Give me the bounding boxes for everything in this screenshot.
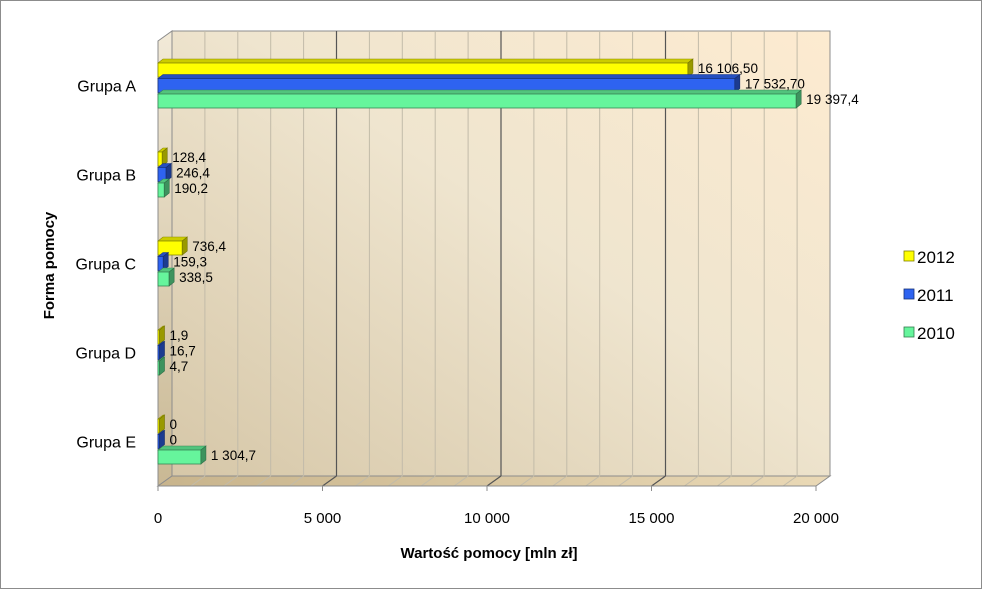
data-label: 1,9 (170, 328, 189, 343)
bar (157, 182, 165, 198)
data-label: 17 532,70 (745, 77, 805, 92)
bar-end-face (687, 58, 694, 78)
bar-top-face (157, 89, 803, 95)
floor-gridline (453, 475, 469, 487)
bar-end-face (159, 340, 165, 361)
legend-swatch (903, 288, 915, 300)
data-label: 19 397,4 (806, 92, 859, 107)
bar-end-face (165, 162, 172, 183)
floor-gridline (782, 475, 798, 487)
bar-end-face (168, 267, 175, 287)
bar-end-face (734, 73, 741, 94)
legend-label: 2010 (917, 324, 955, 343)
bar-end-face (159, 429, 165, 450)
data-label: 4,7 (170, 359, 189, 374)
x-tick-label: 20 000 (793, 510, 839, 527)
data-label: 159,3 (173, 255, 207, 270)
bar-top-face (157, 74, 741, 79)
floor-gridline (519, 475, 535, 487)
data-label: 0 (170, 417, 178, 432)
floor-gridline (552, 475, 568, 487)
y-axis-title: Forma pomocy (41, 211, 58, 319)
floor-gridline (322, 475, 337, 487)
bar-end-face (159, 414, 165, 434)
floor-gridline (684, 475, 699, 487)
bar-top-face (157, 58, 694, 64)
floor-gridline (355, 475, 370, 487)
legend-label: 2012 (917, 248, 955, 267)
x-tick-label: 15 000 (629, 510, 675, 527)
floor-gridline (749, 475, 765, 487)
bar (157, 240, 183, 256)
data-label: 16 106,50 (698, 61, 758, 76)
floor-gridline (289, 475, 304, 487)
bar-end-face (159, 325, 165, 345)
bar-end-face (795, 89, 802, 109)
data-label: 16,7 (170, 344, 196, 359)
bar (157, 449, 202, 465)
data-label: 0 (170, 433, 178, 448)
floor-gridline (388, 475, 403, 487)
data-label: 128,4 (172, 150, 206, 165)
bar-top-face (157, 445, 207, 451)
legend-swatch (903, 326, 915, 338)
floor-gridline (717, 475, 732, 487)
bar-end-face (200, 445, 207, 465)
category-label: Grupa B (76, 168, 136, 185)
data-label: 190,2 (174, 181, 208, 196)
bar-end-face (181, 236, 188, 256)
floor-gridline (618, 475, 633, 487)
floor-gridline (256, 475, 271, 487)
category-label: Grupa A (77, 79, 136, 96)
floor-gridline (486, 475, 502, 487)
bar-end-face (163, 178, 170, 198)
x-tick-label: 10 000 (464, 510, 510, 527)
floor-gridline (651, 475, 666, 487)
bar-end-face (161, 147, 168, 167)
bar (157, 93, 797, 109)
bar (157, 151, 163, 167)
floor-gridline (223, 475, 239, 487)
x-tick-label: 0 (154, 510, 162, 527)
category-label: Grupa E (76, 435, 136, 452)
x-axis-title: Wartość pomocy [mln zł] (401, 545, 578, 562)
bar-end-face (159, 356, 165, 376)
x-tick-label: 5 000 (304, 510, 342, 527)
data-label: 246,4 (176, 166, 210, 181)
floor-gridline (585, 475, 600, 487)
legend-label: 2011 (917, 286, 954, 305)
floor-gridline (420, 475, 436, 487)
category-label: Grupa C (76, 257, 136, 274)
data-label: 338,5 (179, 270, 213, 285)
floor-gridline (190, 475, 206, 487)
bar (157, 271, 170, 287)
bar-end-face (162, 251, 169, 272)
data-label: 1 304,7 (211, 448, 256, 463)
legend-swatch (903, 250, 915, 262)
data-label: 736,4 (192, 239, 226, 254)
category-label: Grupa D (76, 346, 136, 363)
